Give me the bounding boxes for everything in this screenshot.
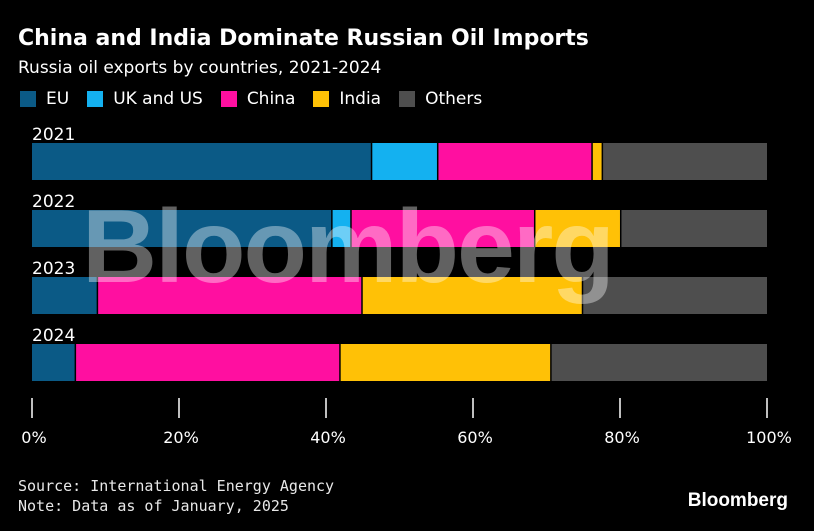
legend-label-uk-and-us: UK and US [113, 89, 203, 109]
x-tick-label-3: 60% [457, 428, 493, 447]
legend-item-india: India [313, 89, 381, 109]
x-tick-label-4: 80% [604, 428, 640, 447]
bar-segment-2022-eu [32, 210, 332, 247]
legend-label-others: Others [425, 89, 483, 109]
bar-segment-2023-others [583, 277, 767, 314]
bar-segment-2024-others [551, 344, 767, 381]
legend-item-eu: EU [20, 89, 69, 109]
bar-segment-2021-others [603, 143, 767, 180]
chart-subtitle: Russia oil exports by countries, 2021-20… [18, 58, 382, 78]
bar-segment-2022-china [351, 210, 534, 247]
chart-title: China and India Dominate Russian Oil Imp… [18, 26, 589, 51]
bar-segment-2022-uk-and-us [332, 210, 351, 247]
source-note: Source: International Energy Agency [18, 477, 335, 495]
legend-item-china: China [220, 89, 296, 109]
legend-swatch-india [313, 91, 330, 107]
bar-segment-2023-eu [32, 277, 97, 314]
bar-segment-2021-india [592, 143, 602, 180]
bar-segment-2023-india [362, 277, 582, 314]
category-label-2022: 2022 [32, 192, 75, 212]
bar-segment-2021-uk-and-us [372, 143, 437, 180]
bar-segment-2023-china [98, 277, 362, 314]
legend-swatch-uk-and-us [87, 91, 104, 107]
bar-segment-2021-china [438, 143, 592, 180]
bar-segment-2024-china [76, 344, 340, 381]
x-tick-label-5: 100% [746, 428, 792, 447]
x-tick-label-0: 0% [21, 428, 46, 447]
legend-swatch-eu [20, 91, 36, 107]
legend: EU UK and US China India Others [20, 89, 500, 109]
bloomberg-logo: Bloomberg [687, 490, 788, 511]
bar-segment-2022-india [535, 210, 620, 247]
category-label-2024: 2024 [32, 326, 75, 346]
category-label-2023: 2023 [32, 259, 75, 279]
legend-swatch-others [399, 91, 416, 107]
legend-swatch-china [220, 91, 237, 107]
legend-label-india: India [339, 89, 382, 109]
bar-segment-2024-eu [32, 344, 75, 381]
legend-item-others: Others [399, 89, 482, 109]
category-label-2021: 2021 [32, 125, 75, 145]
bar-segment-2021-eu [32, 143, 371, 180]
x-tick-label-2: 40% [310, 428, 346, 447]
legend-label-eu: EU [46, 89, 70, 109]
x-tick-label-1: 20% [163, 428, 199, 447]
bar-segment-2024-india [340, 344, 551, 381]
bar-segment-2022-others [621, 210, 767, 247]
legend-label-china: China [246, 89, 296, 109]
legend-item-uk-and-us: UK and US [87, 89, 203, 109]
data-note: Note: Data as of January, 2025 [18, 497, 289, 515]
